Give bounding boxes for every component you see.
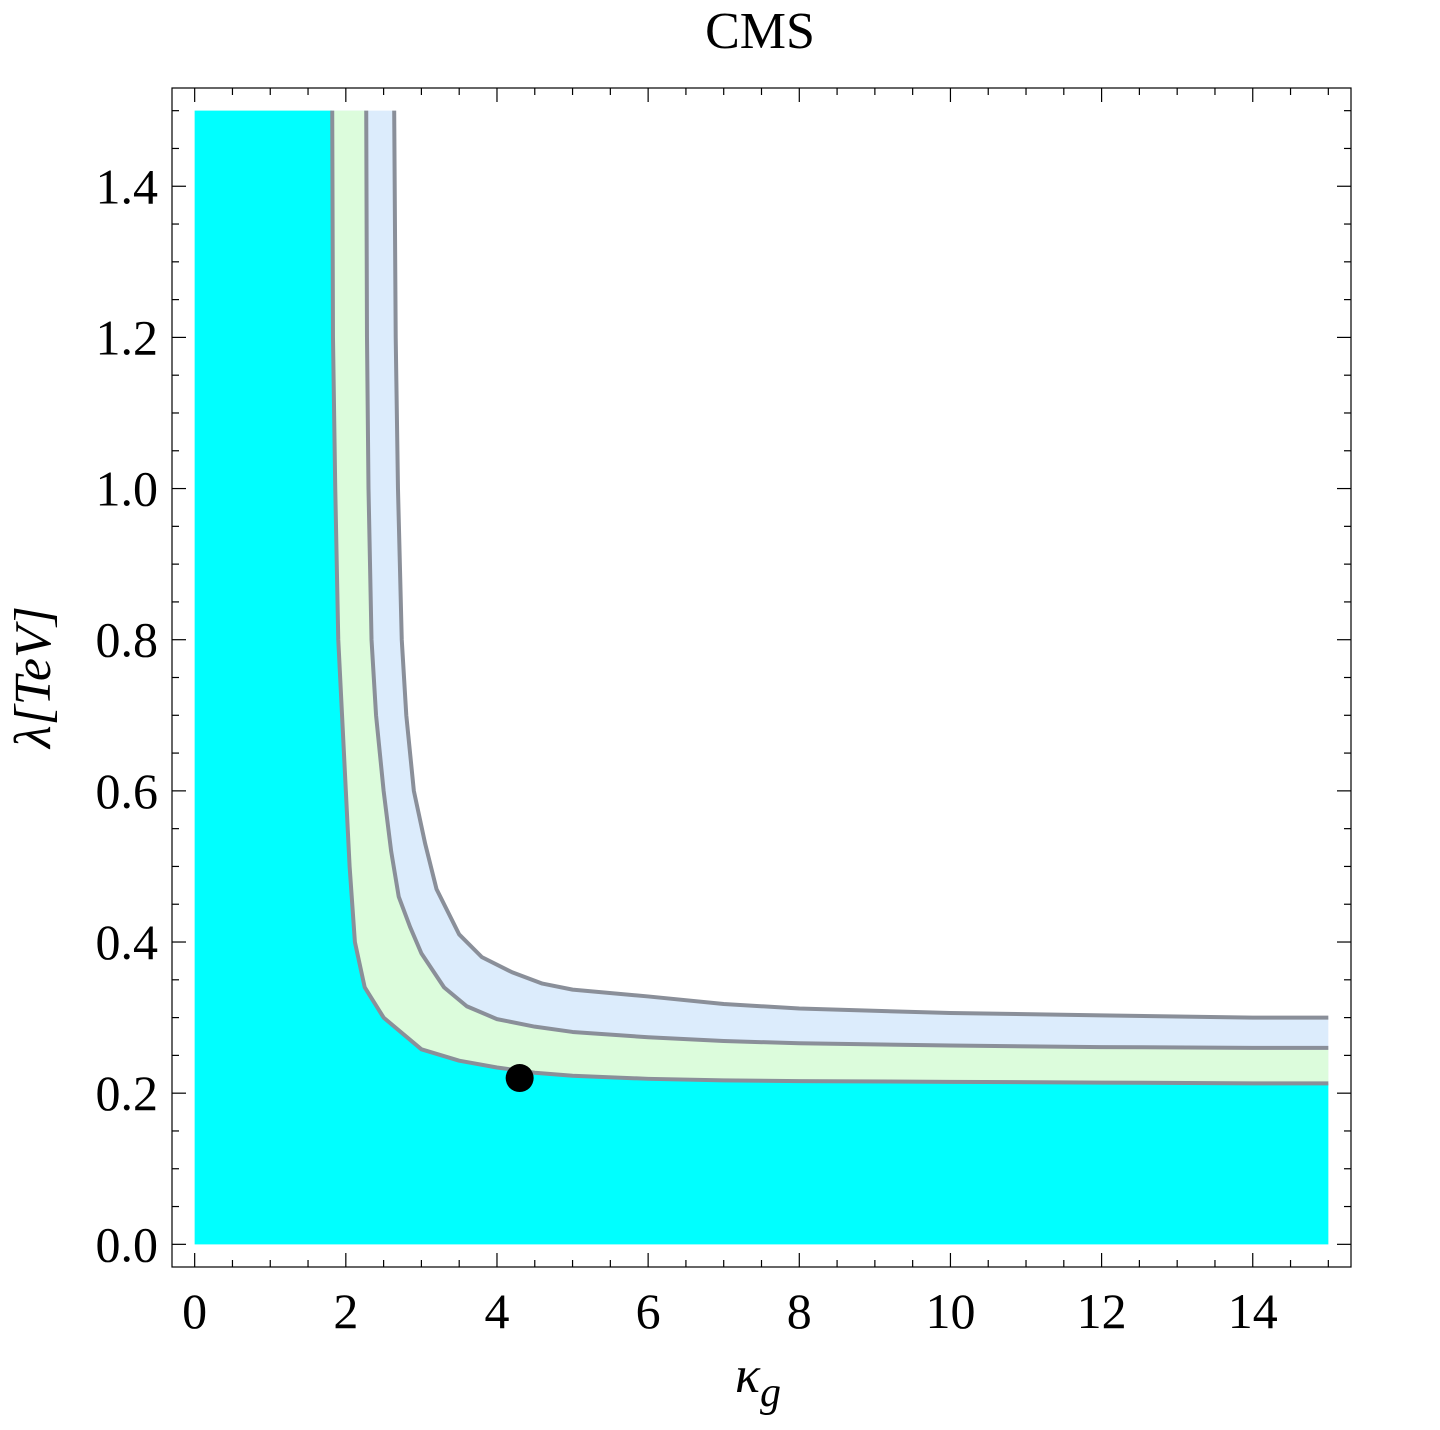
x-tick-label: 0 <box>182 1283 207 1339</box>
y-tick-label: 1.4 <box>96 158 159 214</box>
y-axis-tick-labels: 0.0 0.2 0.4 0.6 0.8 1.0 1.2 1.4 <box>96 158 159 1272</box>
x-tick-label: 14 <box>1228 1283 1278 1339</box>
x-tick-label: 4 <box>484 1283 509 1339</box>
y-tick-label: 0.2 <box>96 1065 159 1121</box>
x-axis-label: κg <box>735 1347 781 1416</box>
x-tick-label: 10 <box>925 1283 975 1339</box>
region-band-1 <box>194 110 1329 1245</box>
y-axis-label: λ[TeV] <box>5 606 62 750</box>
x-axis-label-subscript: g <box>760 1370 781 1416</box>
y-tick-label: 0.6 <box>96 763 159 819</box>
contour-line-2 <box>364 110 1329 1050</box>
x-axis-label-main: κ <box>735 1347 761 1404</box>
contour-lines <box>330 110 1329 1086</box>
contour-line-1 <box>330 110 1329 1086</box>
x-tick-label: 6 <box>636 1283 661 1339</box>
benchmark-point <box>505 1064 534 1093</box>
x-axis-tick-labels: 0 2 4 6 8 10 12 14 <box>182 1283 1278 1339</box>
annotation-points <box>505 1064 534 1093</box>
y-axis-ticks <box>172 110 1351 1245</box>
y-tick-label: 0.4 <box>96 914 159 970</box>
x-tick-label: 2 <box>333 1283 358 1339</box>
x-axis-ticks <box>194 88 1329 1267</box>
y-tick-label: 0.8 <box>96 612 159 668</box>
contour-line-3 <box>392 110 1329 1020</box>
y-tick-label: 1.0 <box>96 461 159 517</box>
region-band-3 <box>194 110 1329 1245</box>
x-tick-label: 12 <box>1077 1283 1127 1339</box>
y-tick-label: 0.0 <box>96 1216 159 1272</box>
x-tick-label: 8 <box>787 1283 812 1339</box>
chart-title: CMS <box>705 3 815 60</box>
y-tick-label: 1.2 <box>96 309 159 365</box>
contour-regions <box>194 110 1329 1245</box>
